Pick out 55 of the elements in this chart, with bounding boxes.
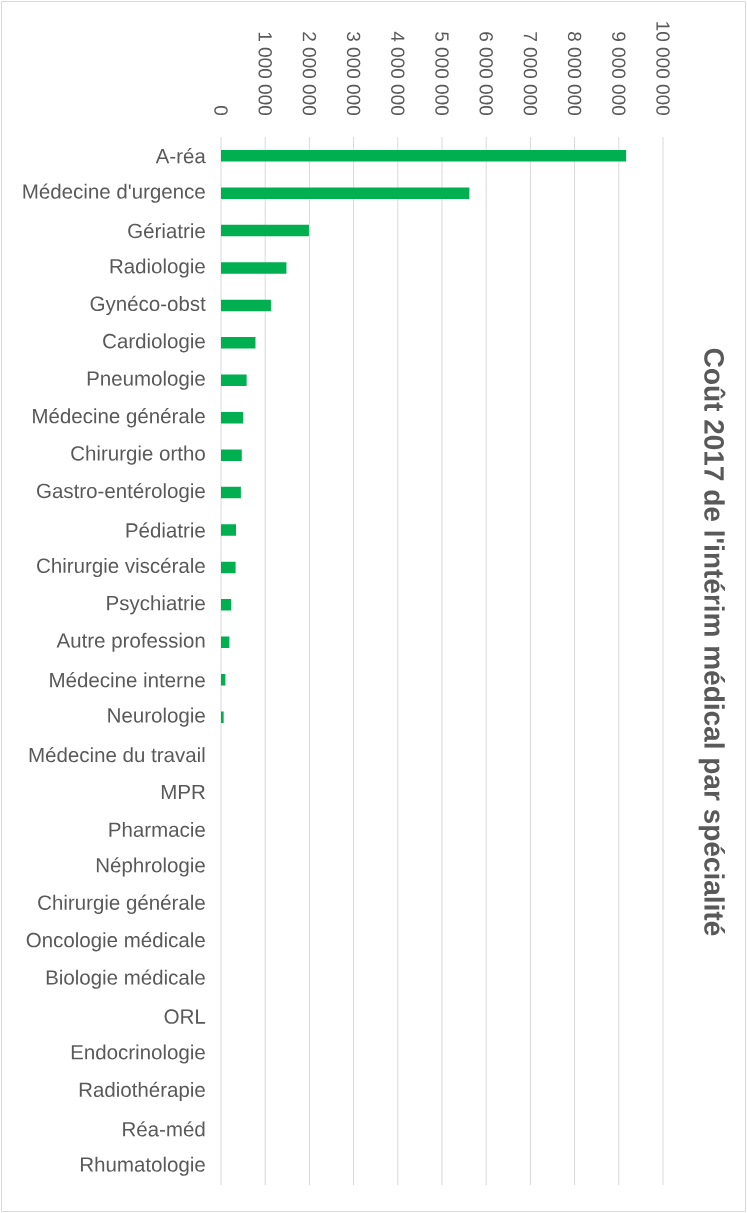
y-tick-label: MPR <box>161 784 205 800</box>
y-tick-label: Radiothérapie <box>79 1081 205 1102</box>
y-tick-label: Neurologie <box>108 707 205 727</box>
x-tick-label: 8 000 000 <box>567 32 582 116</box>
y-tick-label: Chirurgie ortho <box>71 445 205 465</box>
bar <box>221 486 241 499</box>
y-tick-label: Gastro-entérologie <box>37 482 205 503</box>
y-tick-label: Endocrinologie <box>71 1044 205 1064</box>
bar <box>221 711 224 723</box>
x-tick-label: 10 000 000 <box>656 22 670 116</box>
x-tick-label: 0 <box>214 105 228 116</box>
bar <box>221 374 247 387</box>
y-tick-label: Médecine d'urgence <box>23 183 205 203</box>
x-tick-label: 2 000 000 <box>302 32 317 116</box>
y-tick-label: Réa-méd <box>123 1121 205 1137</box>
x-tick-label: 9 000 000 <box>612 32 626 116</box>
bar <box>221 449 242 461</box>
x-tick-label: 3 000 000 <box>346 32 361 116</box>
text: Coût 2017 de l'intérim médical par spécialité <box>698 348 726 936</box>
y-tick-label: Rhumatologie <box>80 1156 205 1176</box>
y-tick-label: Psychiatrie <box>107 595 205 615</box>
bar <box>221 411 244 424</box>
y-tick-label: Médecine générale <box>33 408 205 428</box>
y-tick-label: Pneumologie <box>87 370 205 390</box>
x-tick-label: 7 000 000 <box>523 32 538 116</box>
y-tick-label: Biologie médicale <box>46 969 205 989</box>
y-tick-label: Pédiatrie <box>126 522 205 538</box>
y-tick-label: Chirurgie viscérale <box>37 557 205 578</box>
y-tick-label: A-réa <box>155 148 206 164</box>
bar <box>221 636 230 649</box>
x-tick-label: 4 000 000 <box>391 31 405 116</box>
x-tick-label: 6 000 000 <box>479 32 493 116</box>
y-tick-label: Oncologie médicale <box>26 932 205 952</box>
bar <box>221 187 470 199</box>
bar <box>221 599 232 611</box>
bar <box>221 524 237 536</box>
y-tick-label: Cardiologie <box>103 333 205 353</box>
y-tick-label: Autre profession <box>56 632 205 652</box>
y-tick-label: Radiologie <box>110 258 205 278</box>
bar <box>221 149 627 162</box>
y-tick-label: Gynéco-obst <box>90 295 206 316</box>
bar <box>221 262 287 274</box>
y-tick-label: Néphrologie <box>96 857 205 877</box>
bar <box>221 337 256 349</box>
bar <box>221 299 271 312</box>
y-tick-label: Chirurgie générale <box>38 894 205 914</box>
y-tick-label: Pharmacie <box>109 821 205 837</box>
y-tick-label: Gériatrie <box>128 222 205 239</box>
y-tick-label: Médecine du travail <box>29 746 205 763</box>
y-tick-label: ORL <box>164 1009 206 1024</box>
bar <box>221 224 309 237</box>
y-tick-label: Médecine interne <box>50 672 205 688</box>
x-tick-label: 1 000 000 <box>258 32 272 116</box>
bar <box>221 561 236 574</box>
x-tick-label: 5 000 000 <box>435 32 449 116</box>
